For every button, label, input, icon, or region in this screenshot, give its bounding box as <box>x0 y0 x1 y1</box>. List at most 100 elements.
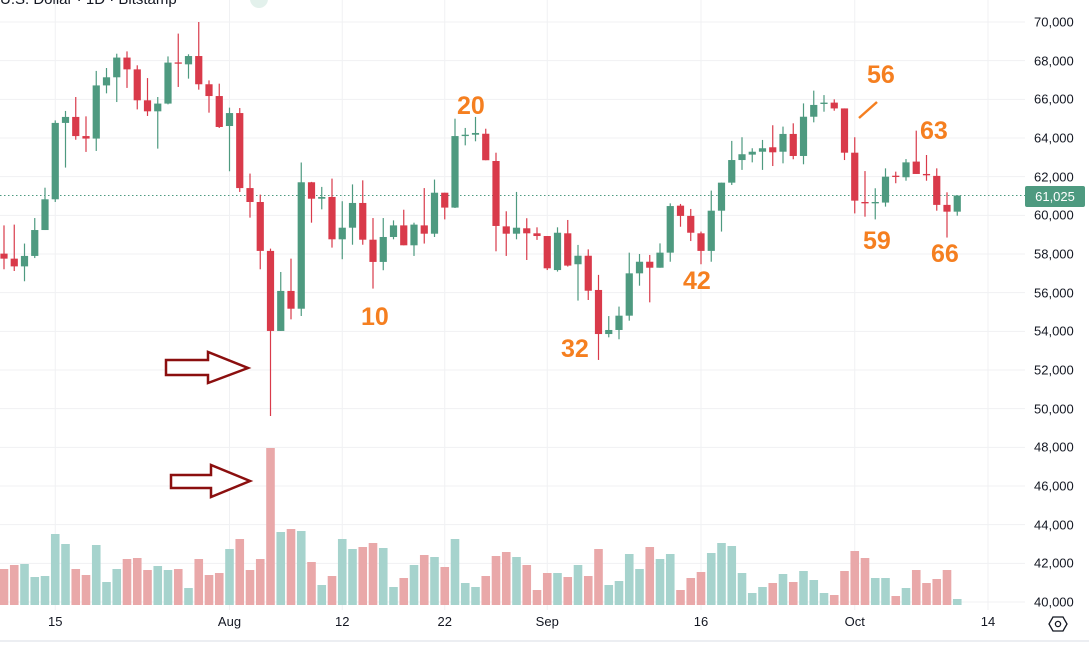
candle[interactable] <box>225 107 234 172</box>
candle[interactable] <box>82 116 90 152</box>
candle[interactable] <box>533 227 541 240</box>
candle[interactable] <box>205 80 213 113</box>
candle[interactable] <box>892 171 900 184</box>
candle[interactable] <box>707 190 715 262</box>
candle[interactable] <box>543 236 551 271</box>
candle[interactable] <box>143 78 152 116</box>
candle[interactable] <box>277 271 285 331</box>
candle[interactable] <box>492 152 500 252</box>
candle[interactable] <box>666 203 674 262</box>
candle[interactable] <box>256 194 264 270</box>
candle[interactable] <box>113 53 121 103</box>
candle[interactable] <box>574 244 582 301</box>
candle[interactable] <box>72 97 80 140</box>
candle[interactable] <box>605 316 613 338</box>
candle[interactable] <box>943 192 951 238</box>
candle[interactable] <box>215 83 223 128</box>
candle[interactable] <box>420 188 428 244</box>
candle[interactable] <box>307 181 316 223</box>
candle[interactable] <box>410 222 418 256</box>
candle[interactable] <box>379 218 387 271</box>
candle[interactable] <box>123 51 131 88</box>
candle[interactable] <box>236 108 244 192</box>
candle[interactable] <box>584 249 592 301</box>
candle[interactable] <box>553 227 562 272</box>
candle[interactable] <box>246 173 254 218</box>
candle[interactable] <box>61 110 70 168</box>
candle[interactable] <box>799 103 808 165</box>
candle[interactable] <box>820 95 828 112</box>
candle[interactable] <box>902 159 910 181</box>
candle[interactable] <box>31 218 39 259</box>
candle[interactable] <box>933 168 941 211</box>
candle[interactable] <box>389 220 398 240</box>
candle[interactable] <box>92 70 100 151</box>
candle[interactable] <box>400 209 408 246</box>
candle[interactable] <box>717 182 726 232</box>
candle[interactable] <box>512 191 521 240</box>
candle[interactable] <box>861 171 869 217</box>
candle[interactable] <box>348 184 357 245</box>
candle[interactable] <box>758 139 767 170</box>
candle[interactable] <box>20 243 29 282</box>
candle[interactable] <box>441 192 449 220</box>
candle[interactable] <box>430 179 439 237</box>
candle[interactable] <box>51 120 59 202</box>
candle[interactable] <box>594 274 603 360</box>
candle[interactable] <box>953 195 961 216</box>
candle[interactable] <box>738 137 746 170</box>
candle[interactable] <box>154 97 162 149</box>
candle[interactable] <box>810 90 818 123</box>
candle[interactable] <box>912 130 920 174</box>
candle[interactable] <box>174 33 182 87</box>
candle[interactable] <box>748 148 756 163</box>
volume-bar <box>399 578 409 605</box>
candle[interactable] <box>881 168 890 207</box>
candle[interactable] <box>369 218 377 289</box>
candle[interactable] <box>687 208 695 242</box>
candle[interactable] <box>461 127 469 146</box>
candle[interactable] <box>646 254 654 303</box>
candle[interactable] <box>564 219 572 267</box>
candle[interactable] <box>779 126 787 164</box>
candle[interactable] <box>338 201 346 260</box>
candle[interactable] <box>164 56 172 105</box>
candle[interactable] <box>195 22 203 90</box>
candle[interactable] <box>840 108 849 161</box>
candle[interactable] <box>318 186 326 210</box>
candle[interactable] <box>656 243 664 268</box>
candle[interactable] <box>287 258 295 320</box>
candle[interactable] <box>184 54 193 79</box>
candle[interactable] <box>523 218 531 260</box>
candle[interactable] <box>789 123 797 160</box>
candle-body <box>113 57 121 78</box>
candle[interactable] <box>471 116 480 142</box>
settings-hexagon-icon[interactable] <box>1048 614 1068 634</box>
candle[interactable] <box>635 254 644 286</box>
candle[interactable] <box>41 187 49 231</box>
candle[interactable] <box>871 188 879 220</box>
candle[interactable] <box>359 180 367 245</box>
candle[interactable] <box>830 99 838 111</box>
candle[interactable] <box>697 231 705 265</box>
candle[interactable] <box>266 248 275 417</box>
volume-bar <box>676 590 685 605</box>
candle[interactable] <box>328 178 336 248</box>
candle[interactable] <box>615 306 623 340</box>
candle[interactable] <box>297 162 305 317</box>
candle[interactable] <box>625 252 633 321</box>
candle[interactable] <box>451 118 459 208</box>
candle[interactable] <box>133 65 141 110</box>
candle[interactable] <box>676 203 685 227</box>
candle[interactable] <box>482 128 490 161</box>
candle[interactable] <box>502 211 510 256</box>
candle[interactable] <box>728 140 736 185</box>
candle[interactable] <box>0 225 8 270</box>
candle[interactable] <box>851 137 859 214</box>
price-axis-label: 44,000 <box>1034 517 1074 533</box>
candle[interactable] <box>102 68 111 94</box>
candle[interactable] <box>10 224 18 272</box>
candle[interactable] <box>922 155 931 181</box>
candle[interactable] <box>769 125 777 167</box>
